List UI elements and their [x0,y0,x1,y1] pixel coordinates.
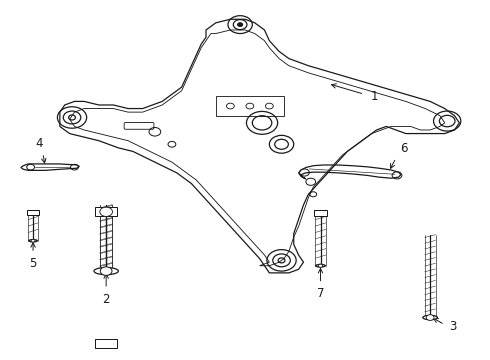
Circle shape [426,315,434,320]
Bar [96,207,117,216]
Bar [216,96,284,116]
Circle shape [318,264,323,267]
Circle shape [31,239,35,242]
Bar [314,210,327,216]
Ellipse shape [29,240,37,242]
Text: 3: 3 [450,320,457,333]
Text: 4: 4 [36,137,43,150]
Text: 2: 2 [102,293,110,306]
Ellipse shape [96,268,117,274]
Circle shape [100,267,112,275]
Text: 7: 7 [317,287,324,300]
Bar [96,339,117,348]
Ellipse shape [423,316,437,319]
Circle shape [101,267,111,275]
Ellipse shape [316,265,325,267]
Text: 5: 5 [29,257,37,270]
Circle shape [100,207,113,216]
Circle shape [238,23,243,26]
Text: 1: 1 [371,90,378,103]
Ellipse shape [94,267,118,275]
Bar [27,210,39,215]
Ellipse shape [423,315,438,320]
Text: 6: 6 [400,142,408,155]
